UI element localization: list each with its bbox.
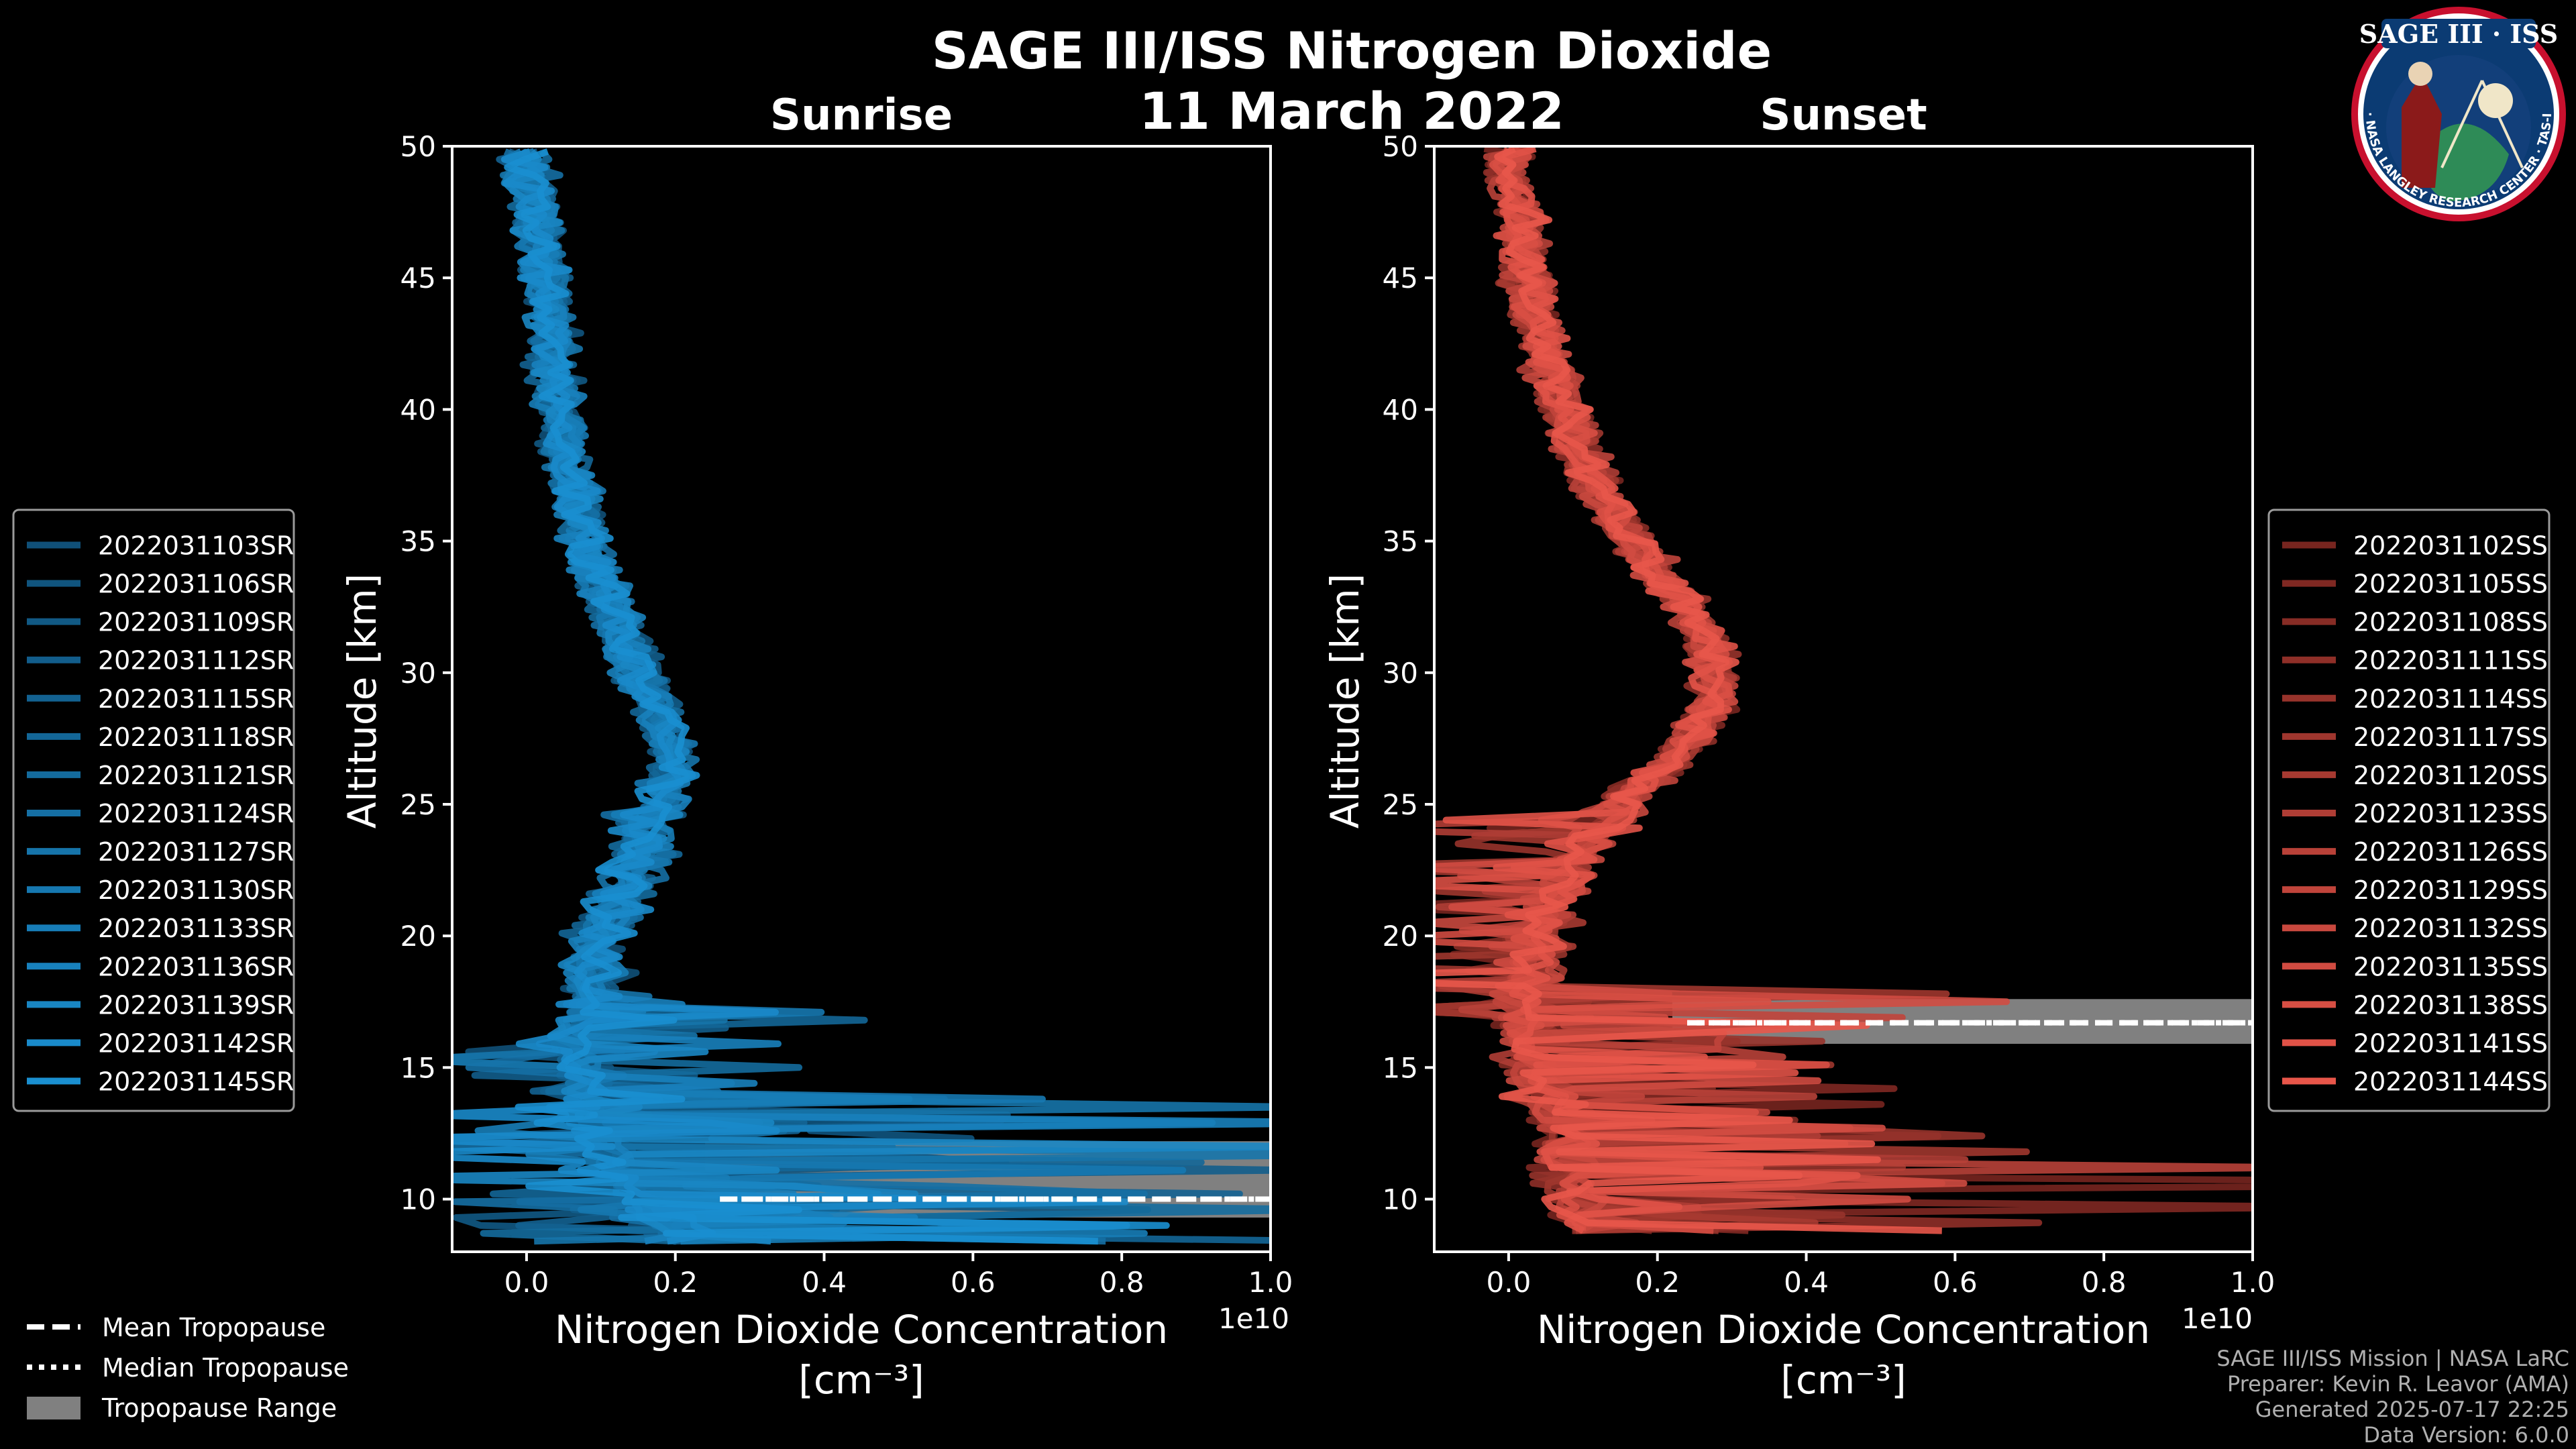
y-tick-label: 30	[1383, 657, 1418, 690]
legend-entry-2022031115SR: 2022031115SR	[98, 684, 294, 714]
series-line-2022031144SS	[1434, 146, 1942, 1234]
legend-entry-2022031142SR: 2022031142SR	[98, 1028, 294, 1058]
credit-preparer: Preparer: Kevin R. Leavor (AMA)	[2227, 1371, 2569, 1397]
x-tick-label: 0.4	[802, 1266, 847, 1299]
sunset-x-offset: 1e10	[2182, 1302, 2253, 1335]
y-tick-label: 25	[1383, 788, 1418, 821]
x-tick-label: 0.8	[2082, 1266, 2127, 1299]
credit-generated: Generated 2025-07-17 22:25	[2255, 1397, 2569, 1422]
y-tick-label: 40	[400, 393, 436, 426]
legend-entry-2022031141SS: 2022031141SS	[2353, 1028, 2548, 1058]
plot-content	[452, 148, 1271, 1245]
legend-entry-2022031144SS: 2022031144SS	[2353, 1067, 2548, 1096]
legend-frame	[2267, 508, 2551, 1112]
legend-entry-2022031135SS: 2022031135SS	[2353, 952, 2548, 981]
legend-entry-2022031130SR: 2022031130SR	[98, 875, 294, 905]
legend-entry-2022031132SS: 2022031132SS	[2353, 914, 2548, 943]
y-tick-label: 15	[1383, 1051, 1418, 1084]
x-tick-label: 0.6	[1933, 1266, 1978, 1299]
legend-frame	[12, 508, 295, 1112]
x-tick-label: 0.8	[1099, 1266, 1144, 1299]
sunrise-xlabel-unit: [cm⁻³]	[798, 1357, 924, 1403]
x-tick-label: 0.4	[1784, 1266, 1829, 1299]
figure-date: 11 March 2022	[1139, 81, 1564, 141]
legend-entry-2022031118SR: 2022031118SR	[98, 722, 294, 752]
credit-mission: SAGE III/ISS Mission | NASA LaRC	[2216, 1346, 2569, 1371]
legend-entry-2022031114SS: 2022031114SS	[2353, 684, 2548, 714]
tropopause-range-label: Tropopause Range	[101, 1393, 337, 1423]
legend-entry-2022031123SS: 2022031123SS	[2353, 799, 2548, 828]
y-tick-label: 10	[400, 1183, 436, 1216]
y-tick-label: 20	[400, 920, 436, 953]
x-tick-label: 0.6	[951, 1266, 996, 1299]
legend-entry-2022031121SR: 2022031121SR	[98, 761, 294, 790]
legend-entry-2022031124SR: 2022031124SR	[98, 799, 294, 828]
badge-title: SAGE III · ISS	[2359, 19, 2558, 49]
legend-entry-2022031103SR: 2022031103SR	[98, 531, 294, 561]
y-tick-label: 25	[400, 788, 436, 821]
axes-frame	[451, 145, 1272, 1253]
sunrise-ylabel: Altitude [km]	[339, 574, 385, 828]
sunset-ylabel: Altitude [km]	[1322, 574, 1368, 828]
tropopause-legend: Mean Tropopause Median Tropopause Tropop…	[27, 1313, 349, 1423]
x-tick-label: 0.0	[504, 1266, 549, 1299]
legend-entry-2022031133SR: 2022031133SR	[98, 914, 294, 943]
x-tick-label: 1.0	[1248, 1266, 1293, 1299]
legend-entry-2022031111SS: 2022031111SS	[2353, 646, 2548, 676]
sunrise-xlabel: Nitrogen Dioxide Concentration	[555, 1307, 1168, 1352]
x-tick-label: 0.2	[653, 1266, 698, 1299]
x-tick-label: 0.0	[1487, 1266, 1532, 1299]
legend-entry-2022031138SS: 2022031138SS	[2353, 990, 2548, 1020]
sunrise-panel: Sunrise Altitude [km] Nitrogen Dioxide C…	[339, 91, 1293, 1403]
sunset-xlabel-unit: [cm⁻³]	[1780, 1357, 1907, 1403]
legend-entry-2022031139SR: 2022031139SR	[98, 990, 294, 1020]
y-tick-label: 30	[400, 657, 436, 690]
y-tick-label: 20	[1383, 920, 1418, 953]
x-tick-label: 1.0	[2231, 1266, 2275, 1299]
y-tick-label: 45	[400, 262, 436, 294]
legend-entry-2022031136SR: 2022031136SR	[98, 952, 294, 981]
legend-entry-2022031127SR: 2022031127SR	[98, 837, 294, 867]
sunset-panel-title: Sunset	[1760, 91, 1927, 140]
y-tick-label: 15	[400, 1051, 436, 1084]
legend-entry-2022031108SS: 2022031108SS	[2353, 608, 2548, 637]
legend-entry-2022031129SS: 2022031129SS	[2353, 875, 2548, 905]
sunrise-legend: 2022031103SR 2022031106SR 2022031109SR 2022…	[12, 508, 295, 1112]
legend-entry-2022031109SR: 2022031109SR	[98, 608, 294, 637]
y-tick-label: 50	[400, 130, 436, 163]
credits: SAGE III/ISS Mission | NASA LaRC Prepare…	[2216, 1346, 2569, 1448]
legend-entry-2022031145SR: 2022031145SR	[98, 1067, 294, 1096]
sunrise-x-offset: 1e10	[1218, 1302, 1289, 1335]
sunrise-panel-title: Sunrise	[770, 91, 953, 140]
legend-entry-2022031120SS: 2022031120SS	[2353, 761, 2548, 790]
legend-entry-2022031112SR: 2022031112SR	[98, 646, 294, 676]
legend-entry-2022031126SS: 2022031126SS	[2353, 837, 2548, 867]
y-tick-label: 35	[1383, 525, 1418, 558]
y-tick-label: 50	[1383, 130, 1418, 163]
sunset-plot-area: 0.0 0.2 0.4 0.6 0.8 1.0 10 15 20 25 30 35 40 45 50	[1383, 130, 2275, 1299]
credit-data-version: Data Version: 6.0.0	[2363, 1422, 2569, 1448]
legend-entry-2022031102SS: 2022031102SS	[2353, 531, 2548, 561]
figure-title: SAGE III/ISS Nitrogen Dioxide	[932, 21, 1772, 80]
sunset-legend: 2022031102SS 2022031105SS 2022031108SS 2022…	[2267, 508, 2551, 1112]
legend-entry-2022031105SS: 2022031105SS	[2353, 570, 2548, 599]
sunset-xlabel: Nitrogen Dioxide Concentration	[1537, 1307, 2150, 1352]
tropopause-range-swatch	[27, 1397, 80, 1419]
mean-tropopause-label: Mean Tropopause	[102, 1313, 325, 1342]
x-tick-label: 0.2	[1635, 1266, 1680, 1299]
axes-frame	[1433, 145, 2254, 1253]
legend-entry-2022031106SR: 2022031106SR	[98, 570, 294, 599]
median-tropopause-label: Median Tropopause	[102, 1353, 349, 1383]
series-line-2022031145SR	[504, 148, 1170, 1245]
plot-content	[1434, 146, 2253, 1234]
sunrise-plot-area: 0.0 0.2 0.4 0.6 0.8 1.0 10 15 20 25 30 35 40 45 50	[400, 130, 1293, 1299]
legend-entry-2022031117SS: 2022031117SS	[2353, 722, 2548, 752]
y-tick-label: 10	[1383, 1183, 1418, 1216]
y-tick-label: 45	[1383, 262, 1418, 294]
y-tick-label: 40	[1383, 393, 1418, 426]
y-tick-label: 35	[400, 525, 436, 558]
sunset-panel: Sunset Altitude [km] Nitrogen Dioxide Co…	[1322, 91, 2275, 1403]
